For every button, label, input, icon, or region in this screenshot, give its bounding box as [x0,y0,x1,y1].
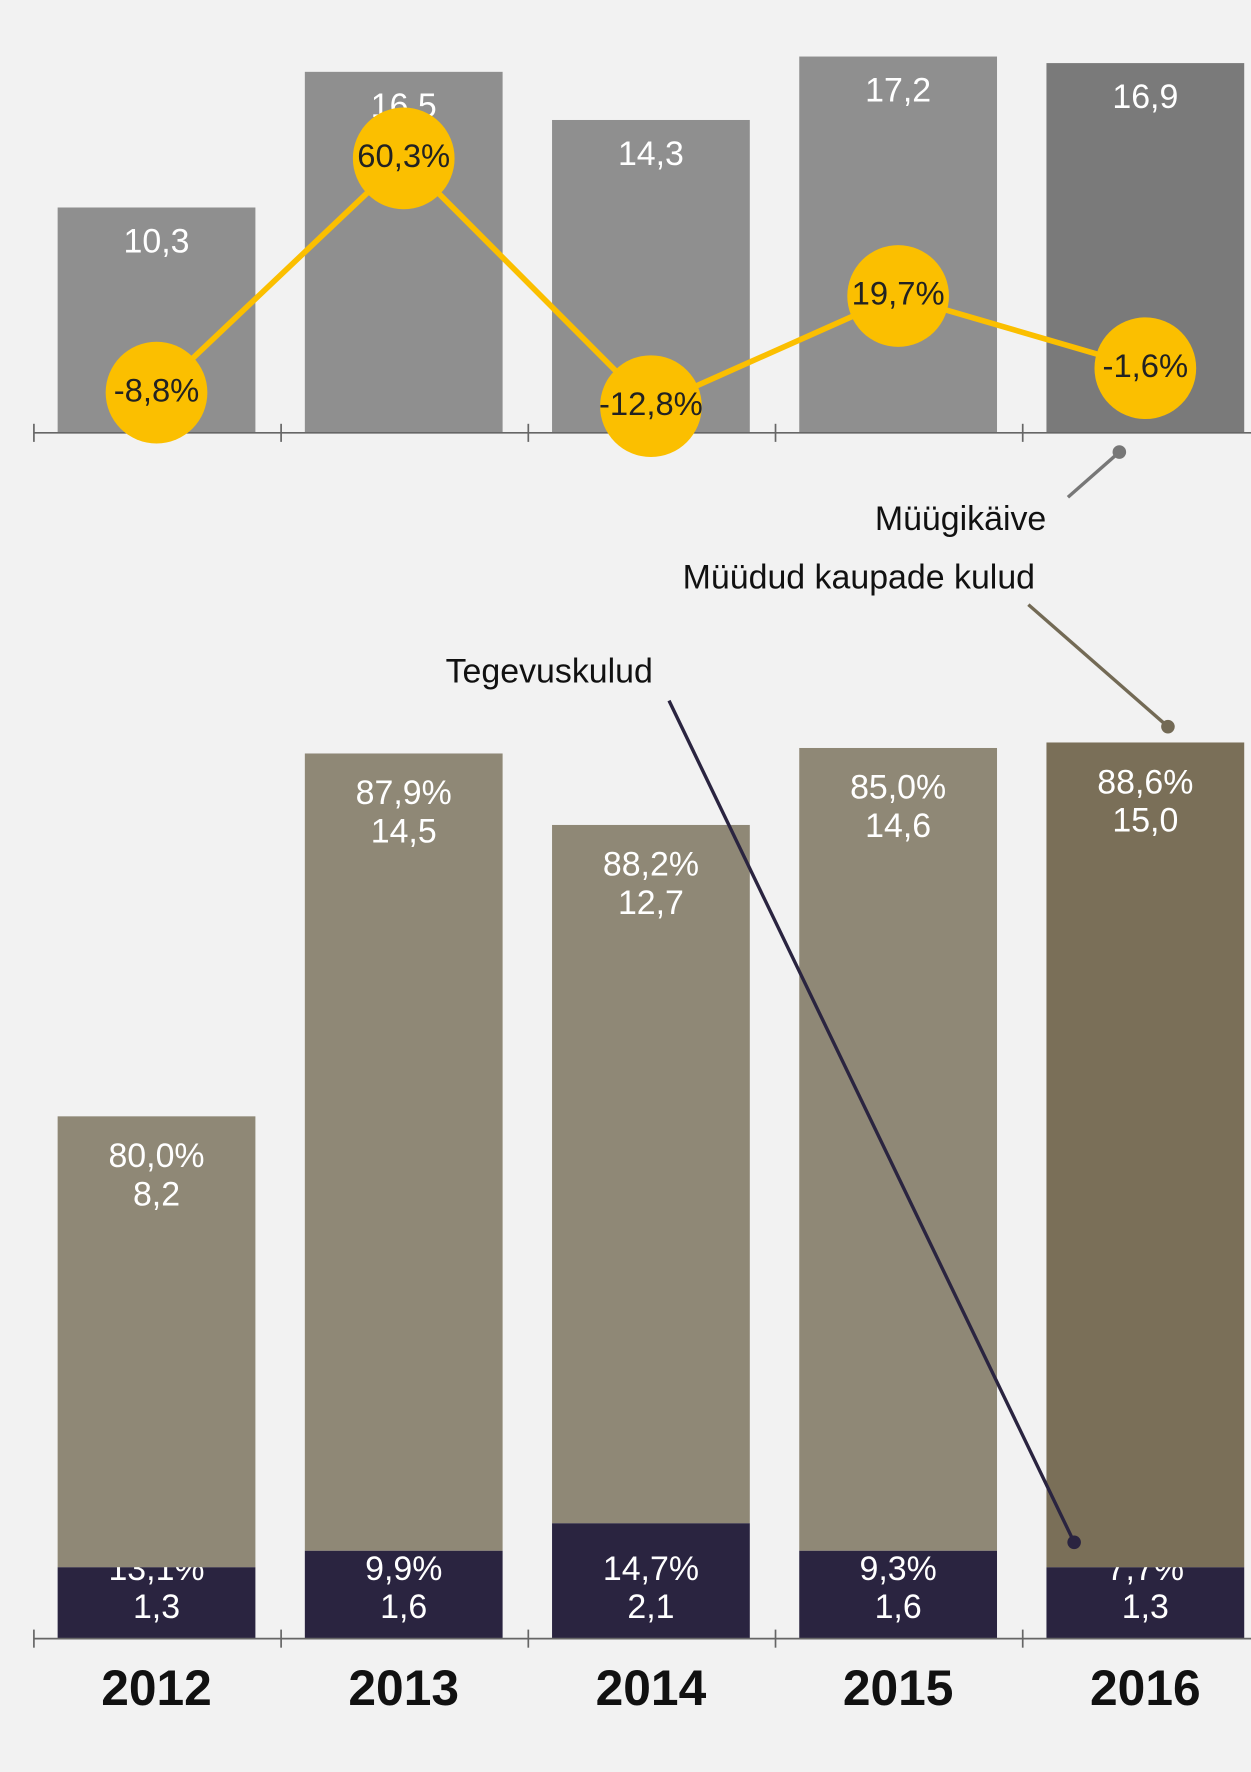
bar-segment [304,1550,503,1639]
x-tick-label: 2016 [1090,1660,1201,1716]
value-label: 1,6 [875,1588,922,1626]
line-point [847,245,949,347]
bar-label: 17,2 [865,72,931,110]
leader-line [1066,450,1121,499]
value-label: 2,1 [627,1588,674,1626]
share-label: 80,0% [108,1137,204,1175]
value-label: 1,3 [1122,1588,1169,1626]
share-label: 9,3% [860,1550,937,1588]
value-label: 1,3 [133,1588,180,1626]
value-label: 12,7 [618,884,684,922]
point-label: -8,8% [114,371,200,408]
share-label: 85,0% [850,769,946,807]
bar-segment [304,753,503,1551]
bar-segment [552,1523,750,1639]
leader-dot [1161,719,1175,734]
bar-segment [552,824,750,1524]
bar-segment [1046,742,1245,1568]
line-point [1094,317,1197,420]
share-label: 87,9% [356,774,452,812]
point-label: 60,3% [357,137,450,174]
bar-label: 16,9 [1112,78,1178,116]
leader-line [667,699,1076,1544]
x-tick-label: 2014 [596,1660,707,1716]
share-label: 88,6% [1097,763,1193,801]
share-label: 9,9% [365,1550,442,1588]
value-label: 15,0 [1112,802,1178,840]
leader-line [1027,603,1170,728]
annotation: Müügikäive [875,500,1046,538]
annotation: Tegevuskulud [446,652,653,690]
x-tick-label: 2013 [348,1660,459,1716]
line-point [352,107,455,210]
point-label: -12,8% [599,385,703,422]
value-label: 14,6 [865,807,931,845]
line-point [105,341,208,444]
bar-label: 10,3 [124,223,190,261]
value-label: 1,6 [380,1588,427,1626]
x-tick-label: 2012 [101,1660,212,1716]
bar-label: 14,3 [618,135,684,173]
bar-segment [57,1567,256,1639]
line-point [600,355,702,458]
annotation: Müüdud kaupade kulud [683,559,1035,597]
bar-segment [799,1550,998,1639]
bar-segment [799,747,998,1551]
legend-label: 4kv aastane muutus % [129,1770,403,1772]
bar-segment [57,1116,256,1568]
leader-dot [1067,1535,1081,1550]
point-label: -1,6% [1103,347,1189,384]
leader-dot [1112,445,1127,459]
value-label: 14,5 [371,813,437,851]
bar-segment [1046,1567,1245,1639]
point-label: 19,7% [852,275,945,312]
bar [799,56,998,433]
share-label: 88,2% [603,846,699,884]
share-label: 14,7% [603,1550,699,1588]
value-label: 8,2 [133,1176,180,1214]
x-tick-label: 2015 [843,1660,954,1716]
